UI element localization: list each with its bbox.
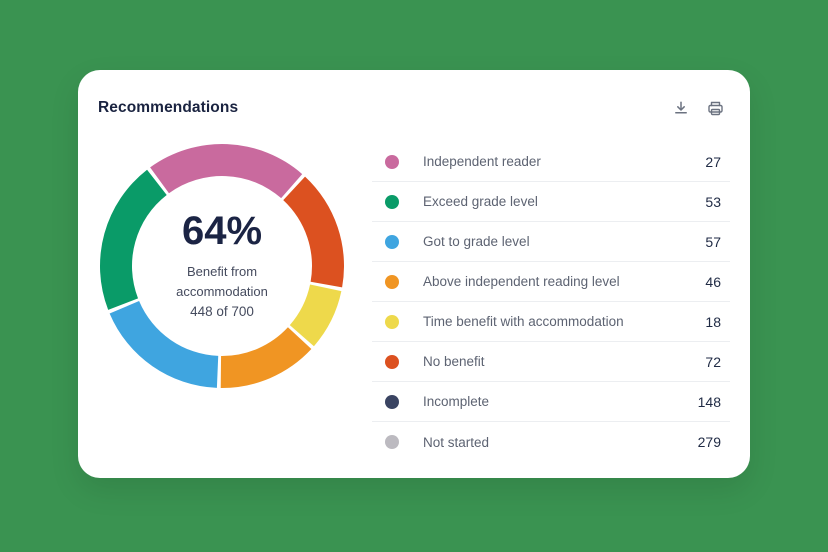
legend-value: 46 (705, 273, 721, 290)
legend-value: 72 (705, 353, 721, 370)
legend-value: 53 (705, 193, 721, 210)
card-title: Recommendations (98, 99, 239, 116)
recommendations-card: Recommendations 64% Be (78, 70, 750, 478)
legend-color-dot (385, 435, 399, 449)
card-header: Recommendations (98, 96, 726, 120)
legend-value: 148 (697, 393, 721, 410)
legend-color-dot (385, 394, 399, 409)
printer-icon (707, 101, 723, 115)
donut-ring (100, 144, 344, 388)
download-button[interactable] (670, 97, 692, 119)
legend-color-dot (385, 314, 399, 329)
legend-row-above-independent-reading-level: Above independent reading level 46 (372, 262, 730, 302)
donut-segment-exceed-grade-level (100, 169, 167, 310)
print-button[interactable] (704, 97, 726, 119)
legend-label: Independent reader (423, 154, 541, 169)
download-icon (675, 101, 687, 114)
legend-color-dot (385, 274, 399, 289)
legend-row-got-to-grade-level: Got to grade level 57 (372, 222, 730, 262)
legend-row-independent-reader: Independent reader 27 (372, 142, 730, 182)
donut-segment-independent-reader (150, 144, 303, 199)
legend-color-dot (385, 154, 399, 169)
legend-color-dot (385, 194, 399, 209)
legend-value: 18 (705, 313, 721, 330)
legend-row-not-started: Not started 279 (372, 422, 730, 462)
legend-row-incomplete: Incomplete 148 (372, 382, 730, 422)
legend-row-exceed-grade-level: Exceed grade level 53 (372, 182, 730, 222)
legend-list: Independent reader 27 Exceed grade level 53… (372, 142, 730, 462)
donut-segment-no-benefit (283, 176, 344, 288)
legend-color-dot (385, 354, 399, 369)
legend-label: Above independent reading level (423, 274, 620, 289)
legend-label: Incomplete (423, 394, 490, 409)
legend-label: Exceed grade level (423, 194, 538, 209)
legend-row-time-benefit-with-accommodation: Time benefit with accommodation 18 (372, 302, 730, 342)
donut-segment-above-independent-reading-level (220, 327, 312, 388)
legend-label: Got to grade level (423, 234, 530, 249)
donut-segment-got-to-grade-level (109, 301, 219, 388)
legend-label: Time benefit with accommodation (423, 314, 624, 329)
legend-value: 57 (705, 233, 721, 250)
card-actions (670, 97, 726, 119)
donut-segment-time-benefit-with-accommodation (289, 284, 342, 347)
legend-label: No benefit (423, 354, 485, 369)
legend-value: 279 (697, 434, 721, 450)
legend-color-dot (385, 234, 399, 249)
legend-value: 27 (705, 153, 721, 170)
donut-chart: 64% Benefit from accommodation 448 of 70… (100, 144, 344, 388)
legend-label: Not started (423, 434, 490, 450)
legend-row-no-benefit: No benefit 72 (372, 342, 730, 382)
